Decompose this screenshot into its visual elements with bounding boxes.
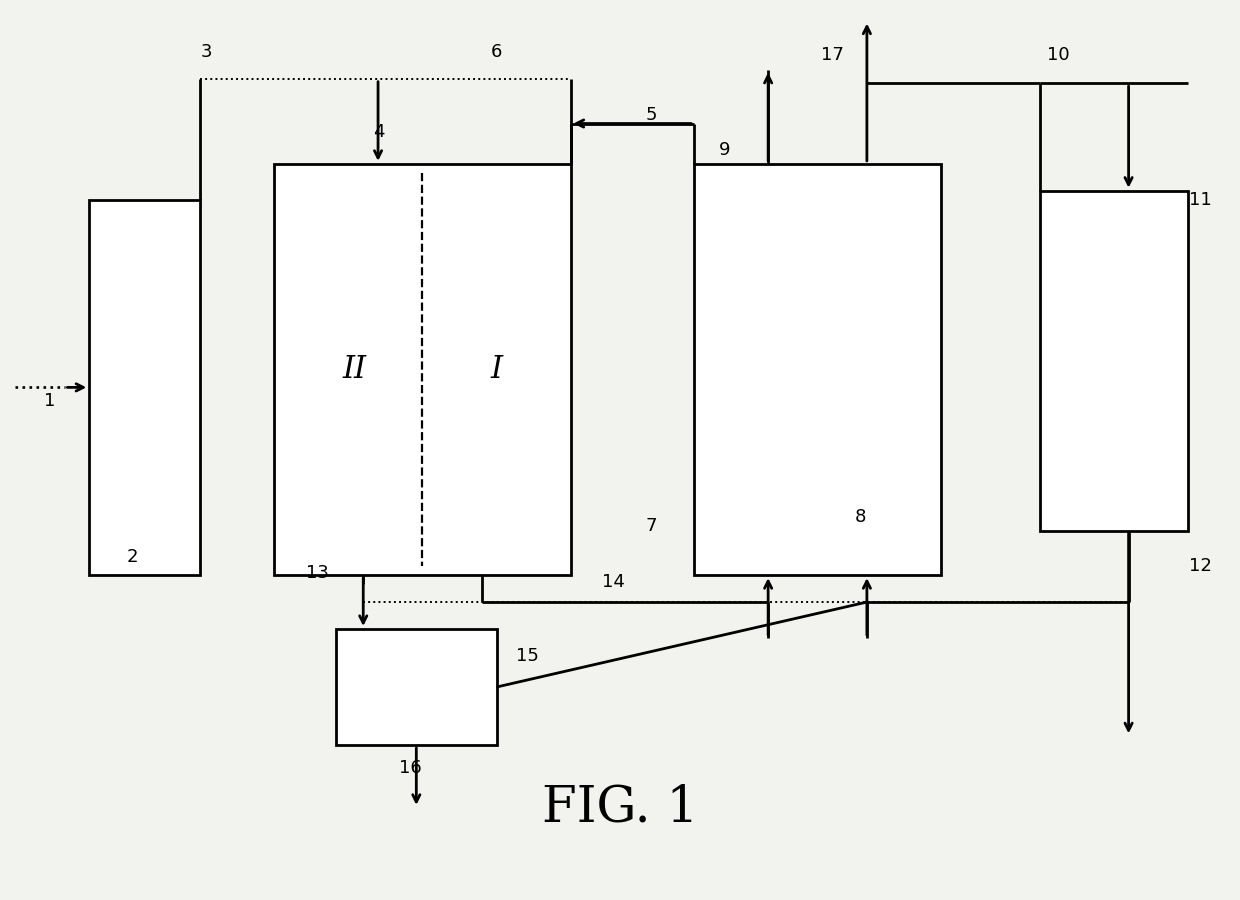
Text: 17: 17 bbox=[821, 46, 843, 64]
Text: 11: 11 bbox=[1189, 191, 1211, 209]
Bar bbox=[89, 200, 201, 575]
Text: 12: 12 bbox=[1189, 557, 1211, 575]
Text: 8: 8 bbox=[856, 508, 867, 526]
Text: 10: 10 bbox=[1047, 46, 1070, 64]
Bar bbox=[336, 629, 496, 745]
Text: 14: 14 bbox=[603, 573, 625, 591]
Text: 5: 5 bbox=[645, 105, 657, 123]
Text: 1: 1 bbox=[43, 392, 56, 410]
Text: 4: 4 bbox=[373, 123, 386, 141]
Text: 2: 2 bbox=[126, 548, 138, 566]
Bar bbox=[274, 164, 570, 575]
Bar bbox=[1039, 191, 1188, 530]
Text: 6: 6 bbox=[491, 43, 502, 61]
Text: 13: 13 bbox=[306, 564, 329, 582]
Text: 16: 16 bbox=[399, 759, 422, 777]
Text: 15: 15 bbox=[516, 647, 539, 665]
Text: I: I bbox=[491, 354, 502, 385]
Text: 7: 7 bbox=[645, 517, 657, 535]
Text: 3: 3 bbox=[201, 43, 212, 61]
Text: 9: 9 bbox=[719, 141, 730, 159]
Text: II: II bbox=[342, 354, 366, 385]
Text: FIG. 1: FIG. 1 bbox=[542, 783, 698, 832]
Bar bbox=[694, 164, 941, 575]
